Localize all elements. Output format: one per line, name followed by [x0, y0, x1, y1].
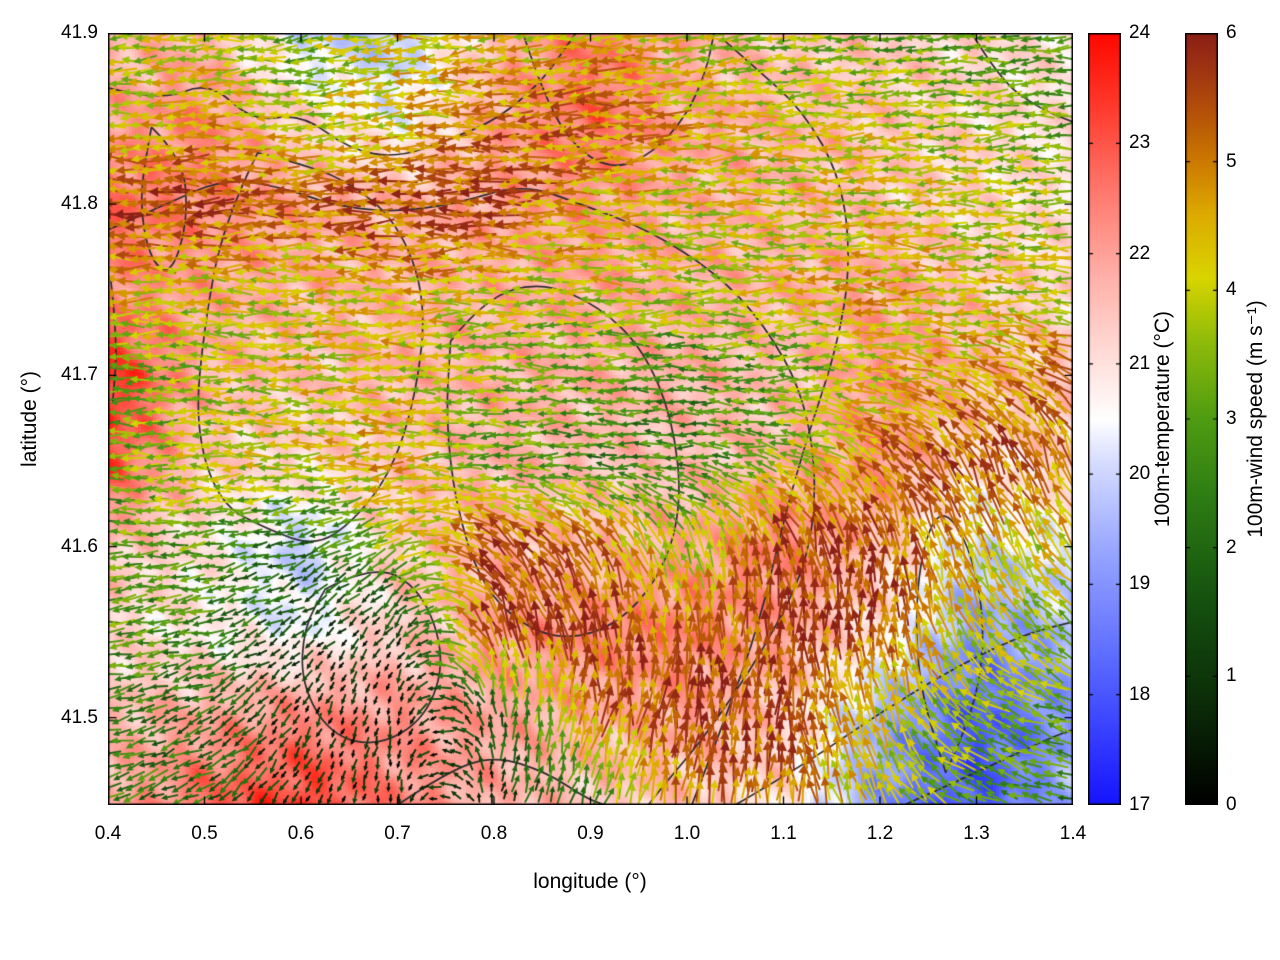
wind-colorbar — [1185, 33, 1218, 805]
y-tick-label: 41.5 — [61, 706, 98, 728]
y-axis-label: latitude (°) — [18, 371, 41, 467]
cbar-tick-label: 20 — [1129, 463, 1151, 485]
plot-canvas — [108, 33, 1073, 805]
y-tick-label: 41.9 — [61, 22, 98, 43]
cbar-tick-label: 19 — [1129, 573, 1151, 595]
x-tick-label: 0.5 — [191, 823, 218, 844]
x-tick-label: 1.3 — [963, 823, 990, 844]
cbar-tick-label: 18 — [1129, 683, 1151, 705]
cbar-tick-label: 4 — [1226, 279, 1237, 301]
cbar-tick-label: 2 — [1226, 536, 1237, 558]
x-tick-label: 1.0 — [673, 823, 701, 844]
y-tick-label: 41.6 — [61, 535, 98, 557]
x-tick-label: 1.4 — [1059, 823, 1087, 844]
x-tick-label: 0.6 — [287, 823, 315, 844]
x-tick-label: 1.1 — [770, 823, 797, 844]
x-tick-label: 0.4 — [94, 823, 122, 844]
cbar-tick-label: 6 — [1226, 22, 1237, 43]
temperature-colorbar-label: 100m-temperature (°C) — [1151, 310, 1174, 528]
cbar-tick-label: 3 — [1226, 408, 1237, 429]
temperature-colorbar — [1088, 33, 1121, 805]
cbar-tick-label: 17 — [1129, 794, 1151, 815]
x-axis-label: longitude (°) — [533, 870, 647, 893]
wind-colorbar-label: 100m-wind speed (m s⁻¹) — [1244, 300, 1267, 538]
cbar-tick-label: 1 — [1226, 665, 1237, 687]
y-tick-label: 41.7 — [61, 364, 98, 386]
cbar-tick-label: 21 — [1129, 352, 1151, 374]
x-tick-label: 1.2 — [866, 823, 894, 844]
x-tick-label: 0.7 — [384, 823, 411, 844]
cbar-tick-label: 24 — [1129, 22, 1151, 43]
cbar-tick-label: 5 — [1226, 150, 1237, 172]
cbar-tick-label: 22 — [1129, 242, 1151, 264]
x-tick-label: 0.8 — [480, 823, 508, 844]
y-tick-label: 41.8 — [61, 193, 98, 215]
cbar-tick-label: 23 — [1129, 132, 1151, 154]
x-tick-label: 0.9 — [577, 823, 604, 844]
cbar-tick-label: 0 — [1226, 794, 1237, 815]
